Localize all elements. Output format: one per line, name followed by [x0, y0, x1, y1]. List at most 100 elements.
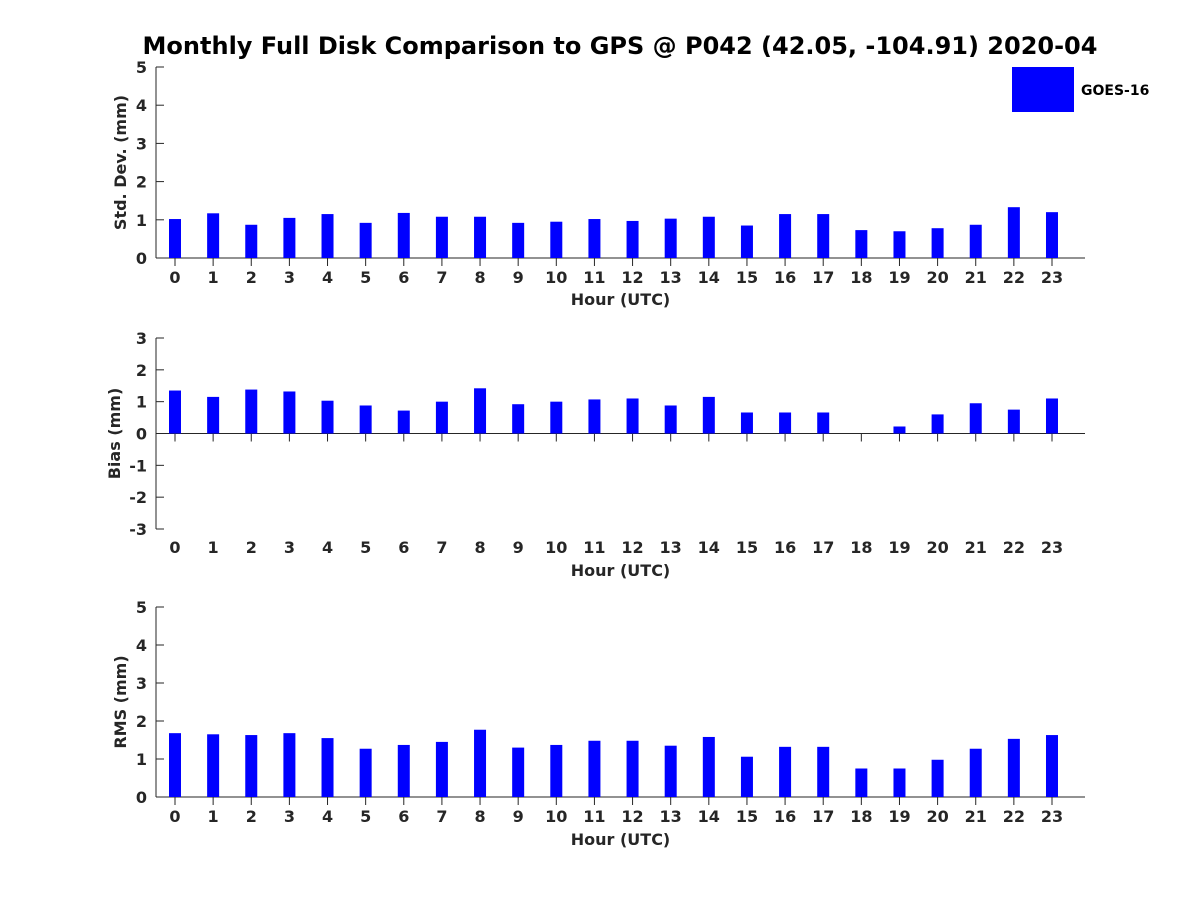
- rms-bar: [702, 736, 715, 797]
- bias-y-tick-label: -1: [129, 456, 147, 475]
- std-dev-x-tick-label: 19: [888, 268, 910, 287]
- rms-bar: [931, 759, 944, 797]
- rms-bar: [474, 729, 487, 797]
- rms-y-tick-label: 4: [136, 636, 147, 655]
- bias-bar: [1007, 409, 1020, 434]
- bias-x-tick-label: 23: [1041, 538, 1063, 557]
- std-dev-x-tick-label: 1: [208, 268, 219, 287]
- std-dev-bar: [817, 214, 830, 258]
- std-dev-bar: [169, 219, 181, 258]
- std-dev-x-tick-label: 12: [621, 268, 643, 287]
- rms-bar: [359, 748, 372, 797]
- bias-bar: [283, 391, 296, 434]
- rms-bar: [169, 733, 181, 797]
- std-dev-bar: [855, 230, 868, 258]
- std-dev-x-tick-label: 0: [169, 268, 180, 287]
- bias-bar: [893, 426, 906, 434]
- std-dev-bar: [435, 216, 448, 258]
- bias-bar: [207, 396, 220, 434]
- std-dev-y-tick-label: 5: [136, 58, 147, 77]
- std-dev-bar: [1007, 207, 1020, 258]
- bias-x-axis-label: Hour (UTC): [571, 561, 671, 580]
- std-dev-x-tick-label: 22: [1003, 268, 1025, 287]
- std-dev-bar: [359, 222, 372, 258]
- std-dev-x-tick-label: 8: [474, 268, 485, 287]
- rms-bar: [969, 748, 982, 797]
- rms-x-tick-label: 0: [169, 807, 180, 826]
- bias-x-tick-label: 14: [698, 538, 720, 557]
- bias-y-axis-label: Bias (mm): [105, 388, 124, 480]
- std-dev-bar: [626, 220, 639, 258]
- rms-bar: [435, 741, 448, 797]
- rms-x-tick-label: 14: [698, 807, 720, 826]
- rms-bar: [1045, 735, 1058, 797]
- rms-bar: [740, 756, 753, 797]
- bias-y-tick-label: -3: [129, 520, 147, 539]
- rms-x-tick-label: 23: [1041, 807, 1063, 826]
- bias-bar: [702, 396, 715, 434]
- rms-x-tick-label: 13: [660, 807, 682, 826]
- rms-x-tick-label: 15: [736, 807, 758, 826]
- std-dev-bar: [931, 228, 944, 258]
- bias-bar: [474, 388, 487, 434]
- rms-x-tick-label: 22: [1003, 807, 1025, 826]
- rms-x-tick-label: 10: [545, 807, 567, 826]
- rms-y-tick-label: 2: [136, 712, 147, 731]
- bias-bar: [931, 414, 944, 434]
- bias-bar: [626, 398, 639, 434]
- std-dev-bar: [321, 214, 334, 258]
- bias-bar: [1045, 398, 1058, 434]
- rms-bar: [817, 746, 830, 797]
- bias-y-tick-label: 0: [136, 425, 147, 444]
- std-dev-x-tick-label: 20: [926, 268, 948, 287]
- bias-x-tick-label: 17: [812, 538, 834, 557]
- std-dev-bar: [1045, 212, 1058, 258]
- std-dev-bar: [474, 216, 487, 258]
- std-dev-bar: [779, 214, 792, 258]
- bias-x-tick-label: 13: [660, 538, 682, 557]
- std-dev-x-tick-label: 16: [774, 268, 796, 287]
- std-dev-x-tick-label: 21: [965, 268, 987, 287]
- std-dev-y-tick-label: 1: [136, 211, 147, 230]
- rms-x-tick-label: 1: [208, 807, 219, 826]
- rms-bar: [321, 738, 334, 797]
- bias-x-tick-label: 6: [398, 538, 409, 557]
- std-dev-x-tick-label: 15: [736, 268, 758, 287]
- std-dev-bar: [397, 212, 410, 258]
- std-dev-x-tick-label: 18: [850, 268, 872, 287]
- rms-bar: [588, 740, 601, 797]
- rms-x-tick-label: 4: [322, 807, 333, 826]
- bias-x-tick-label: 12: [621, 538, 643, 557]
- std-dev-bar: [283, 217, 296, 258]
- std-dev-x-tick-label: 23: [1041, 268, 1063, 287]
- rms-x-tick-label: 8: [474, 807, 485, 826]
- bias-bar: [512, 404, 525, 434]
- bias-bar: [321, 400, 334, 434]
- bias-x-tick-label: 11: [583, 538, 605, 557]
- bias-bar: [969, 403, 982, 434]
- std-dev-bar: [893, 231, 906, 258]
- bias-x-tick-label: 1: [208, 538, 219, 557]
- bias-bar: [359, 405, 372, 434]
- bias-x-tick-label: 10: [545, 538, 567, 557]
- rms-x-tick-label: 3: [284, 807, 295, 826]
- std-dev-y-tick-label: 0: [136, 249, 147, 268]
- bias-bar: [588, 399, 601, 434]
- std-dev-x-tick-label: 4: [322, 268, 333, 287]
- rms-bar: [550, 744, 563, 797]
- bias-y-tick-label: 3: [136, 329, 147, 348]
- bias-y-tick-label: -2: [129, 488, 147, 507]
- rms-bar: [283, 733, 296, 797]
- legend-label: GOES-16: [1081, 83, 1149, 99]
- rms-bar: [893, 768, 906, 797]
- bias-x-tick-label: 4: [322, 538, 333, 557]
- bias-x-tick-label: 9: [513, 538, 524, 557]
- bias-bar: [740, 412, 753, 434]
- std-dev-y-tick-label: 3: [136, 134, 147, 153]
- rms-x-tick-label: 5: [360, 807, 371, 826]
- legend: GOES-16: [1012, 67, 1149, 112]
- std-dev-y-tick-label: 4: [136, 96, 147, 115]
- bias-bar: [550, 401, 563, 434]
